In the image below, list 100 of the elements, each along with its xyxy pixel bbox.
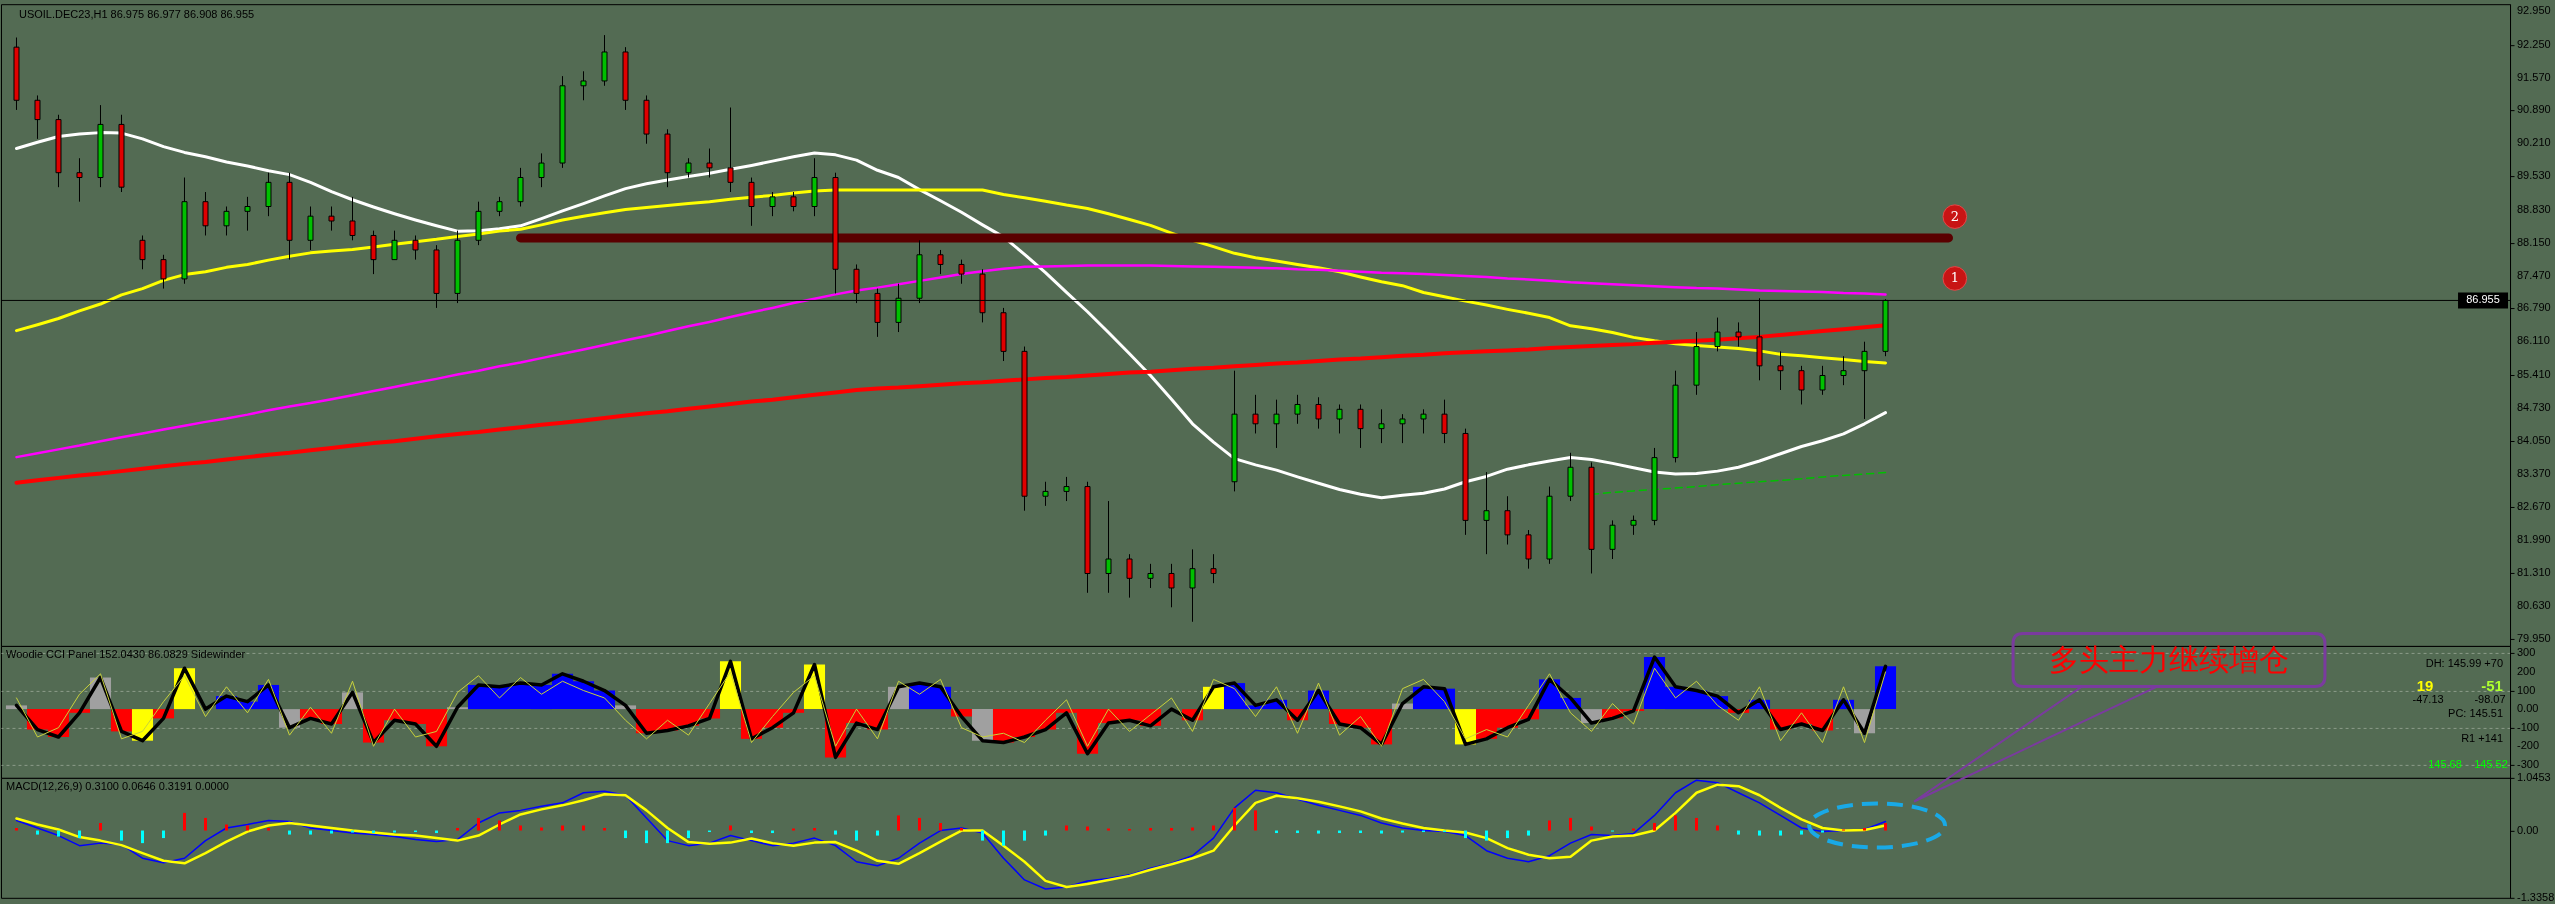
y-tick-label: 0.00 xyxy=(2517,702,2539,715)
candlestick xyxy=(790,191,797,212)
bar xyxy=(792,828,795,831)
candlestick xyxy=(1168,563,1175,608)
bar xyxy=(1653,822,1657,831)
annotation: 2 xyxy=(1950,208,1959,224)
candlestick xyxy=(412,234,419,261)
bar xyxy=(1065,825,1069,831)
y-tick-label: 89.530 xyxy=(2517,169,2551,182)
annotation: 145.52 xyxy=(2474,757,2508,770)
bar xyxy=(1674,815,1678,831)
candlestick xyxy=(34,94,41,140)
bar xyxy=(918,817,922,831)
bar xyxy=(666,830,669,844)
bar xyxy=(330,830,333,834)
bar xyxy=(897,815,900,831)
ref-line-label: 86.955 xyxy=(2466,293,2500,306)
annotation: -98.07 xyxy=(2474,692,2506,705)
bar xyxy=(1527,830,1531,836)
bar xyxy=(1401,830,1405,833)
candlestick xyxy=(1126,553,1133,599)
candlestick xyxy=(1735,321,1742,348)
y-tick-label: 86.790 xyxy=(2517,301,2551,314)
candlestick xyxy=(139,234,146,270)
bar xyxy=(1107,828,1111,831)
bar xyxy=(687,830,690,839)
bar xyxy=(981,830,985,841)
bar xyxy=(855,830,858,841)
bar xyxy=(1779,830,1783,836)
bar xyxy=(603,828,606,831)
candlestick xyxy=(958,259,965,285)
y-tick-label: -200 xyxy=(2517,739,2540,752)
annotation: 19 xyxy=(2416,676,2434,694)
y-tick-label: 100 xyxy=(2517,683,2536,696)
bar xyxy=(834,830,837,835)
y-tick-label: 84.050 xyxy=(2517,433,2551,446)
y-tick-label: 83.370 xyxy=(2517,466,2551,479)
candlestick xyxy=(1630,515,1637,536)
bar xyxy=(78,830,81,839)
candlestick xyxy=(706,148,713,179)
candlestick xyxy=(328,206,335,232)
candlestick xyxy=(727,107,734,193)
bar xyxy=(267,828,270,831)
bar xyxy=(1380,830,1384,834)
y-tick-label: 87.470 xyxy=(2517,268,2551,281)
bar xyxy=(1023,830,1027,841)
y-tick-label: 86.110 xyxy=(2517,334,2550,347)
bar xyxy=(1821,830,1825,833)
y-tick-label: 80.630 xyxy=(2517,598,2551,611)
bar xyxy=(729,825,732,831)
bar xyxy=(1569,817,1573,831)
bar xyxy=(1191,827,1195,831)
bar xyxy=(876,830,879,836)
bar xyxy=(1863,828,1867,831)
bar xyxy=(1590,826,1594,831)
candlestick xyxy=(1483,471,1490,555)
y-tick-label: -1.3358 xyxy=(2517,890,2555,903)
bar xyxy=(309,830,312,835)
bar xyxy=(246,825,249,831)
bar xyxy=(57,830,60,837)
chart-title: USOIL.DEC23,H1 86.975 86.977 86.908 86.955 xyxy=(18,8,255,21)
annotation: 多头主力继续增仓 xyxy=(2049,641,2289,677)
bar xyxy=(225,824,228,831)
candlestick xyxy=(538,152,545,188)
bar xyxy=(561,825,564,831)
bar xyxy=(15,828,18,831)
candlestick xyxy=(1777,350,1784,391)
candlestick xyxy=(1840,355,1847,386)
bar xyxy=(960,828,964,831)
candlestick xyxy=(223,206,230,236)
annotation: -47.13 xyxy=(2412,692,2444,705)
candlestick xyxy=(1294,394,1301,425)
candlestick xyxy=(76,157,83,203)
candlestick xyxy=(1273,399,1280,449)
candlestick xyxy=(1315,396,1322,430)
candlestick xyxy=(1861,341,1868,420)
line-series xyxy=(15,264,1887,459)
candlestick xyxy=(1189,548,1196,623)
bar xyxy=(1317,830,1321,834)
bar xyxy=(582,825,585,831)
candlestick xyxy=(1798,365,1805,405)
candlestick xyxy=(1147,563,1154,589)
annotation: 145.68 xyxy=(2428,757,2462,770)
bar xyxy=(1758,830,1762,836)
bar xyxy=(120,830,123,841)
y-tick-label: 90.890 xyxy=(2517,103,2551,116)
y-tick-label: 79.950 xyxy=(2517,631,2551,644)
y-tick-label: 88.150 xyxy=(2517,235,2551,248)
bar xyxy=(1464,830,1468,839)
candlestick xyxy=(1378,408,1385,444)
y-tick-label: 82.670 xyxy=(2517,500,2551,513)
annotation: PC: 145.51 xyxy=(2448,706,2504,719)
annotation: R1 +141 xyxy=(2461,731,2504,744)
y-tick-label: -300 xyxy=(2517,757,2540,770)
candlestick xyxy=(1336,403,1343,434)
bar xyxy=(1485,830,1489,841)
candlestick xyxy=(391,230,398,261)
bar xyxy=(351,830,354,833)
candlestick xyxy=(1105,500,1112,594)
bar xyxy=(1086,826,1090,831)
